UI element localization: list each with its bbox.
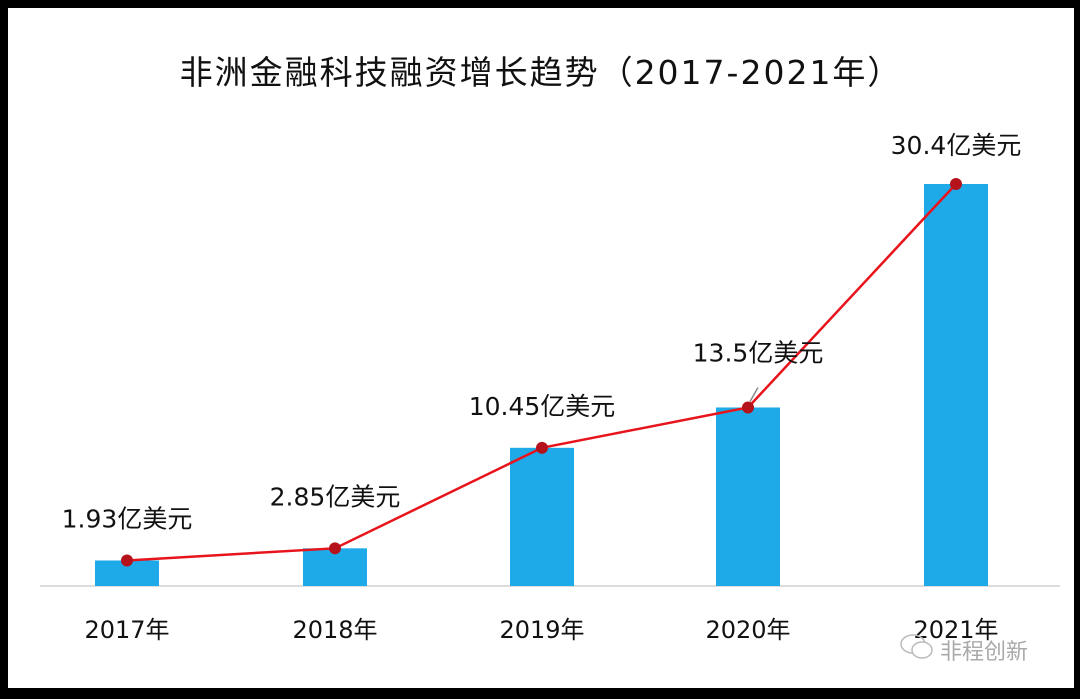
- trend-point: [950, 178, 962, 190]
- label-leader-line: [749, 387, 759, 402]
- data-label: 10.45亿美元: [469, 392, 616, 421]
- wechat-icon: [900, 633, 934, 667]
- x-tick-label: 2019年: [499, 616, 584, 644]
- trend-point: [121, 554, 133, 567]
- bar-2018年: [303, 548, 367, 586]
- data-label: 2.85亿美元: [270, 482, 401, 511]
- bar-2020年: [716, 407, 780, 586]
- bar-2019年: [510, 447, 574, 586]
- bar-2021年: [924, 184, 988, 586]
- x-tick-label: 2021年: [913, 616, 998, 644]
- chart-title: 非洲金融科技融资增长趋势（2017-2021年）: [179, 53, 903, 92]
- trend-point: [329, 542, 341, 555]
- watermark: 非程创新: [900, 633, 1028, 667]
- data-label: 30.4亿美元: [891, 131, 1022, 160]
- trend-point: [536, 441, 548, 454]
- data-label: 1.93亿美元: [62, 504, 193, 533]
- x-tick-label: 2017年: [84, 616, 169, 644]
- watermark-text: 非程创新: [940, 640, 1029, 665]
- trend-point: [742, 401, 754, 414]
- x-tick-label: 2018年: [292, 616, 377, 644]
- x-tick-label: 2020年: [705, 616, 790, 644]
- data-label: 13.5亿美元: [693, 338, 824, 367]
